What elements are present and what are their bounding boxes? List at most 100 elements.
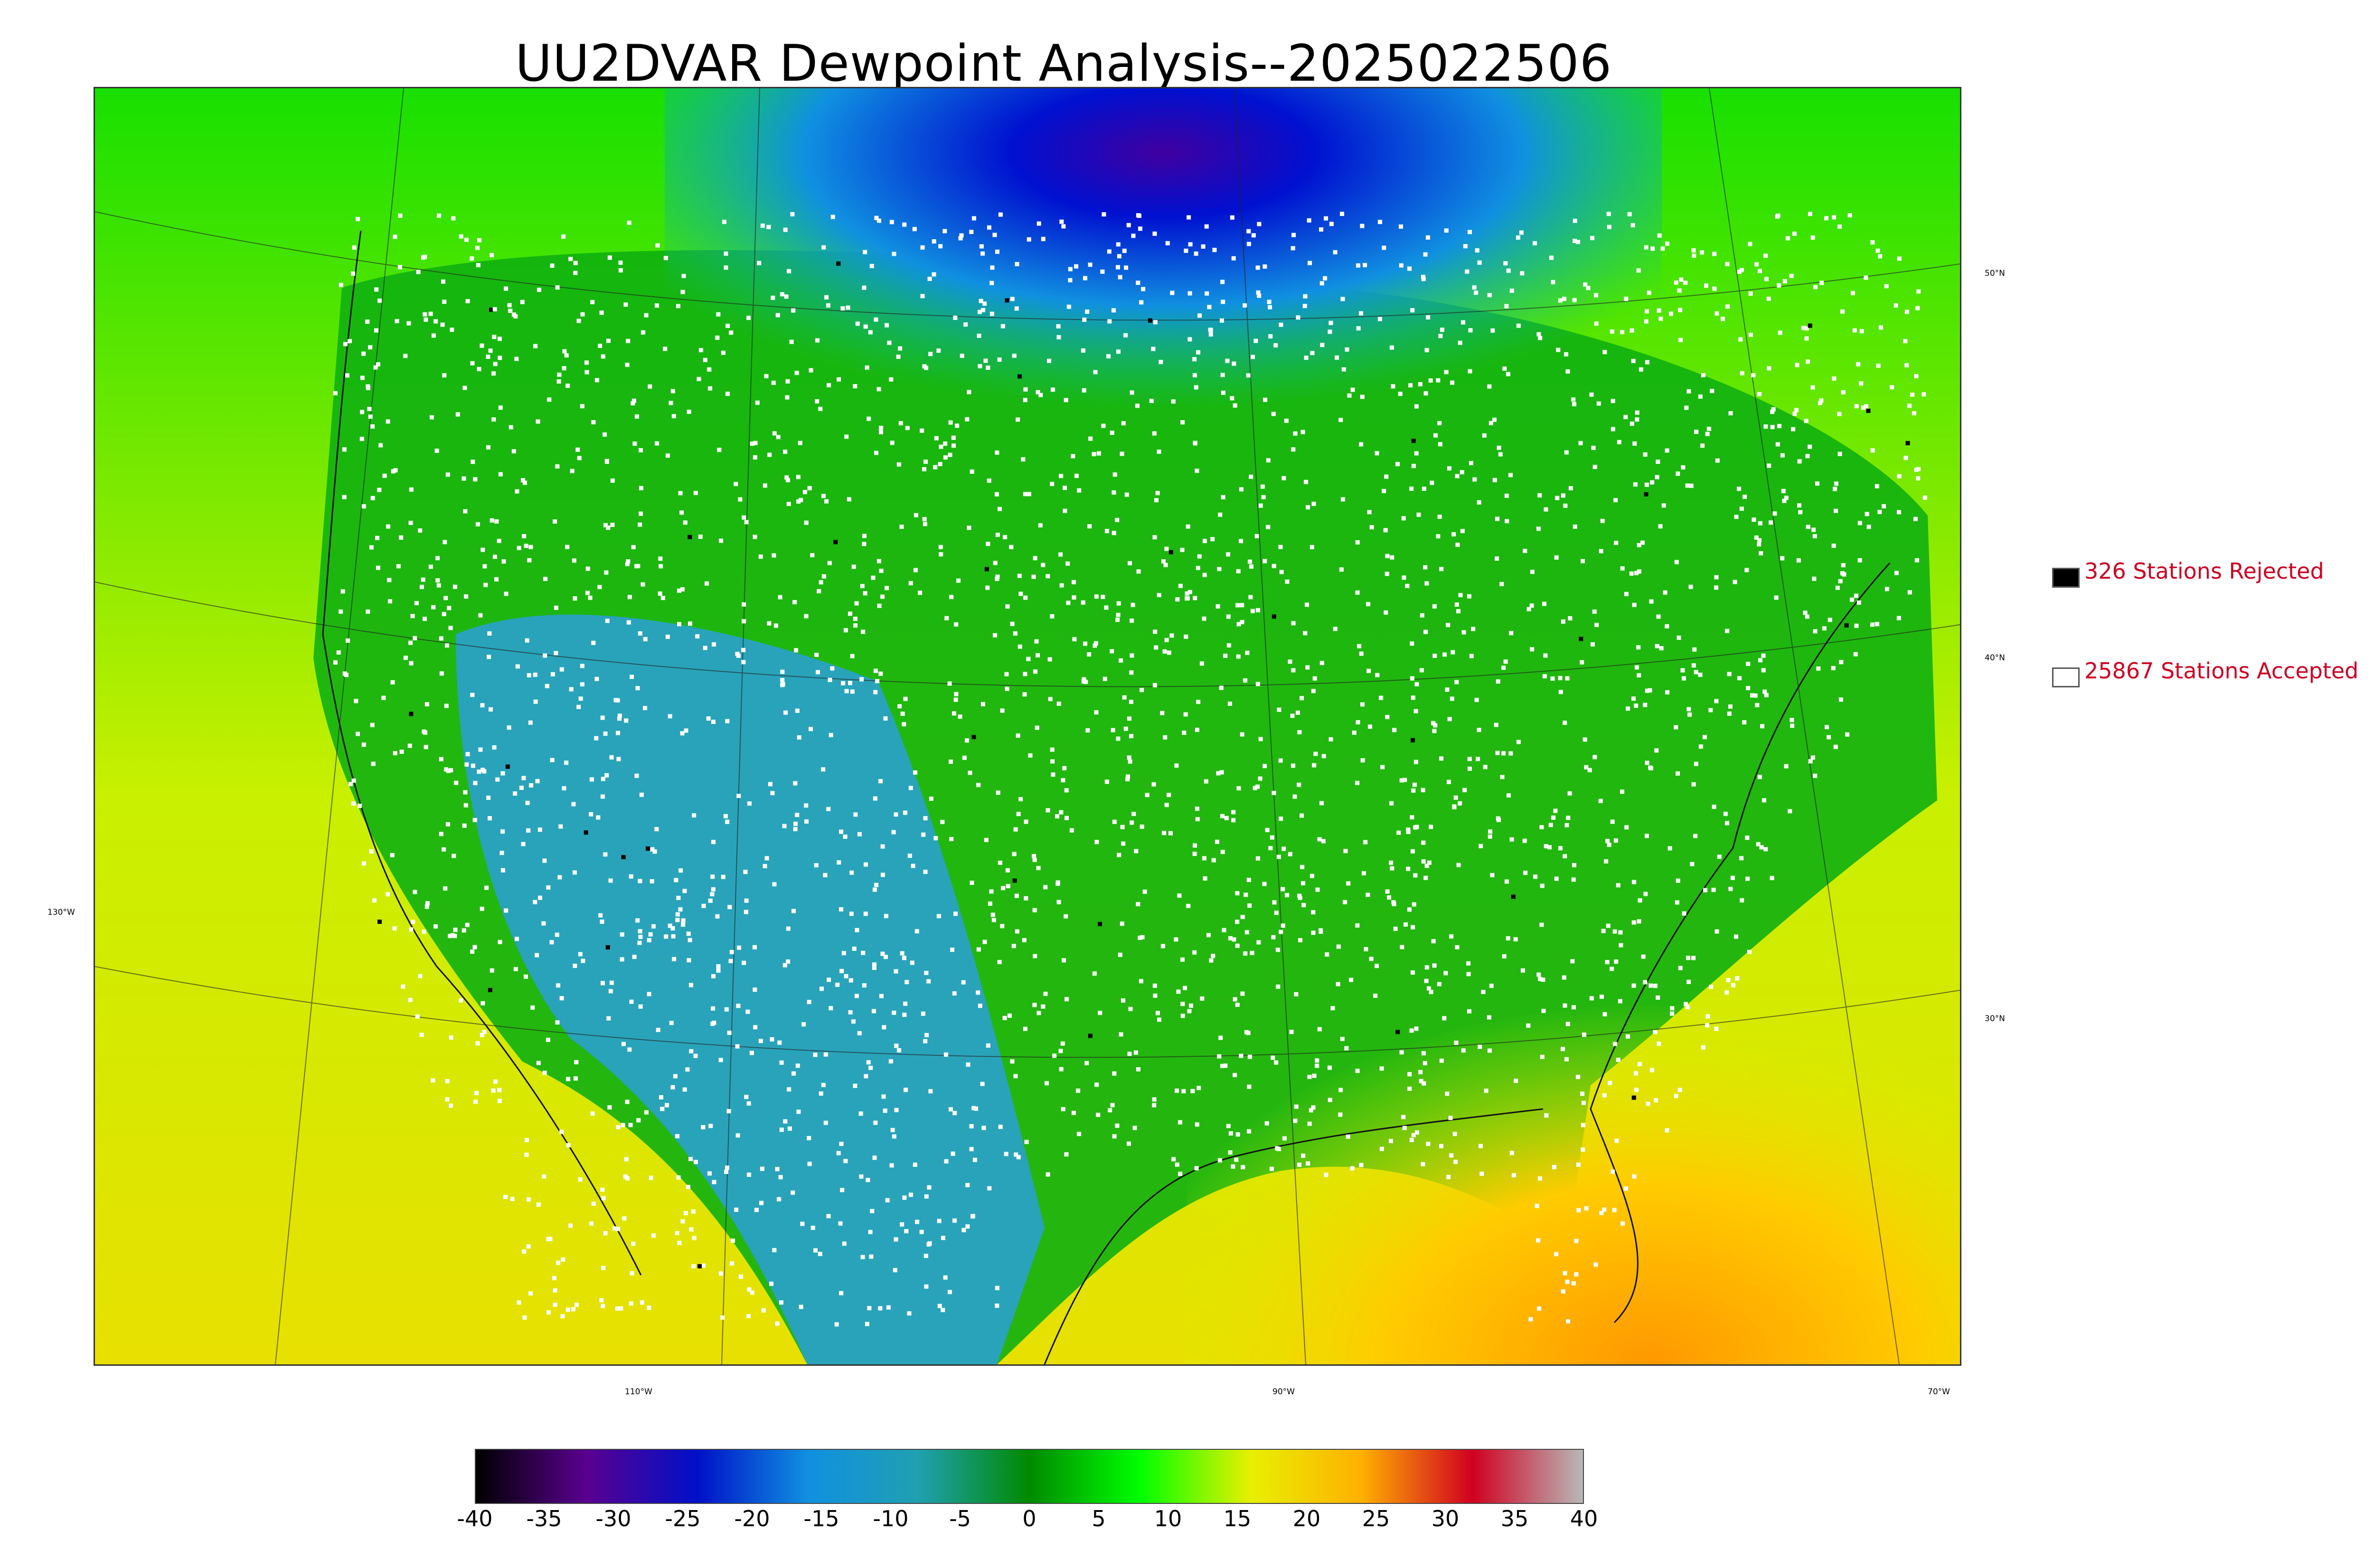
station-marker [1466, 961, 1471, 966]
station-marker [1258, 737, 1263, 742]
station-marker [1032, 908, 1037, 912]
station-marker [1193, 843, 1197, 848]
station-marker [1407, 1072, 1412, 1077]
station-marker [1359, 651, 1364, 656]
station-marker [1460, 528, 1465, 533]
station-marker [1180, 420, 1185, 425]
station-marker [658, 591, 662, 596]
station-marker [920, 428, 924, 433]
station-marker [603, 731, 608, 736]
station-marker [553, 1288, 557, 1293]
station-marker [1121, 421, 1126, 426]
station-marker [645, 846, 650, 851]
station-marker [1240, 732, 1244, 737]
station-marker [902, 722, 906, 727]
station-marker [495, 777, 500, 782]
station-marker [711, 719, 716, 724]
station-marker [1273, 343, 1278, 347]
station-marker [1694, 670, 1698, 675]
station-marker [616, 1125, 621, 1129]
station-marker [631, 401, 635, 406]
station-marker [1556, 347, 1561, 352]
station-marker [1904, 310, 1909, 314]
station-marker [1121, 841, 1126, 846]
station-marker [797, 735, 801, 740]
station-marker [1223, 653, 1228, 658]
station-marker [1300, 696, 1304, 701]
station-marker [668, 923, 672, 928]
station-marker [711, 887, 716, 892]
station-marker [1271, 1055, 1275, 1060]
station-marker [1538, 336, 1543, 340]
station-marker [757, 261, 762, 265]
station-marker [1262, 559, 1267, 563]
station-marker [1433, 433, 1438, 438]
station-marker [472, 817, 477, 822]
station-marker [1327, 1065, 1332, 1070]
station-marker [1875, 484, 1879, 488]
station-marker [464, 594, 469, 599]
station-marker [393, 235, 397, 239]
station-marker [716, 312, 721, 317]
station-marker [1409, 1028, 1414, 1033]
station-marker [1433, 723, 1438, 728]
station-marker [1382, 488, 1386, 493]
station-marker [1257, 222, 1262, 226]
station-marker [688, 535, 692, 539]
station-marker [494, 577, 499, 582]
station-marker [1291, 447, 1296, 452]
station-marker [1160, 711, 1165, 715]
station-marker [1047, 657, 1052, 662]
station-marker [1466, 972, 1471, 976]
station-marker [543, 653, 547, 658]
station-marker [1558, 846, 1563, 851]
station-marker [409, 487, 414, 492]
station-marker [433, 924, 438, 929]
station-marker [1272, 900, 1277, 905]
station-marker [1106, 354, 1111, 359]
station-marker [1136, 569, 1141, 574]
station-marker [631, 1241, 636, 1246]
station-marker [1400, 945, 1404, 949]
station-marker [1116, 349, 1121, 354]
station-marker [1186, 903, 1191, 908]
station-marker [470, 949, 475, 954]
station-marker [1220, 373, 1225, 377]
station-marker [1300, 881, 1305, 885]
station-marker [600, 981, 605, 986]
lon-label-130w: 130°W [47, 908, 75, 917]
station-marker [971, 216, 976, 221]
station-marker [693, 1053, 698, 1058]
station-marker [1050, 759, 1055, 764]
station-marker [1389, 801, 1394, 806]
station-marker [1631, 920, 1636, 925]
station-marker [772, 1248, 777, 1252]
station-marker [1477, 728, 1481, 732]
station-marker [1261, 495, 1266, 499]
station-marker [954, 692, 959, 696]
station-marker [1317, 1027, 1322, 1032]
station-marker [1297, 782, 1301, 787]
station-marker [642, 705, 647, 710]
station-marker [665, 634, 670, 639]
station-marker [1878, 254, 1883, 259]
station-marker [1477, 260, 1482, 265]
station-marker [915, 1220, 920, 1224]
station-marker [1665, 448, 1669, 453]
station-marker [1589, 392, 1594, 397]
station-marker [1547, 845, 1552, 850]
station-marker [1694, 430, 1699, 434]
station-marker [1715, 929, 1719, 934]
station-marker [1384, 474, 1389, 479]
station-marker [1653, 984, 1658, 988]
station-marker [967, 526, 971, 530]
station-marker [1882, 504, 1886, 508]
station-marker [1382, 245, 1386, 250]
station-marker [431, 333, 436, 338]
station-marker [515, 664, 520, 669]
station-marker [707, 367, 712, 372]
station-marker [1683, 281, 1688, 285]
station-marker [1922, 495, 1927, 500]
station-marker [913, 770, 918, 775]
station-marker [1126, 774, 1130, 779]
